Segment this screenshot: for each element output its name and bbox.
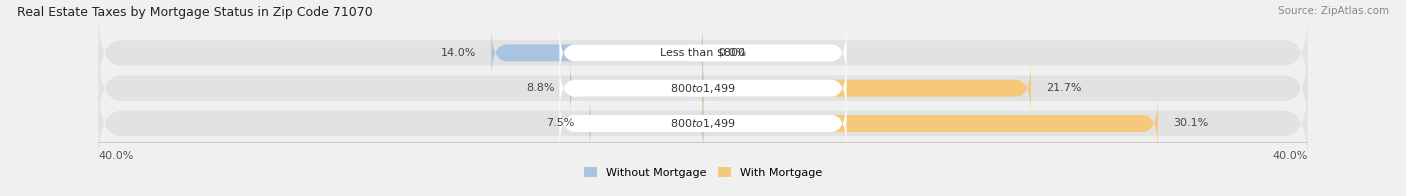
FancyBboxPatch shape [589,97,703,150]
FancyBboxPatch shape [569,61,703,115]
Text: Less than $800: Less than $800 [661,48,745,58]
FancyBboxPatch shape [703,61,1031,115]
Text: $800 to $1,499: $800 to $1,499 [671,82,735,95]
FancyBboxPatch shape [98,48,1308,128]
Text: Real Estate Taxes by Mortgage Status in Zip Code 71070: Real Estate Taxes by Mortgage Status in … [17,6,373,19]
FancyBboxPatch shape [98,83,1308,164]
Text: 40.0%: 40.0% [1272,151,1308,161]
Text: 7.5%: 7.5% [546,118,575,129]
Text: 14.0%: 14.0% [441,48,477,58]
FancyBboxPatch shape [560,97,846,150]
Text: $800 to $1,499: $800 to $1,499 [671,117,735,130]
FancyBboxPatch shape [560,26,846,80]
FancyBboxPatch shape [98,13,1308,93]
Text: 21.7%: 21.7% [1046,83,1081,93]
Text: 0.0%: 0.0% [718,48,747,58]
FancyBboxPatch shape [560,61,846,115]
FancyBboxPatch shape [492,26,703,80]
Text: 8.8%: 8.8% [526,83,555,93]
Text: Source: ZipAtlas.com: Source: ZipAtlas.com [1278,6,1389,16]
Text: 40.0%: 40.0% [98,151,134,161]
Text: 30.1%: 30.1% [1173,118,1208,129]
FancyBboxPatch shape [703,97,1159,150]
Legend: Without Mortgage, With Mortgage: Without Mortgage, With Mortgage [583,167,823,178]
